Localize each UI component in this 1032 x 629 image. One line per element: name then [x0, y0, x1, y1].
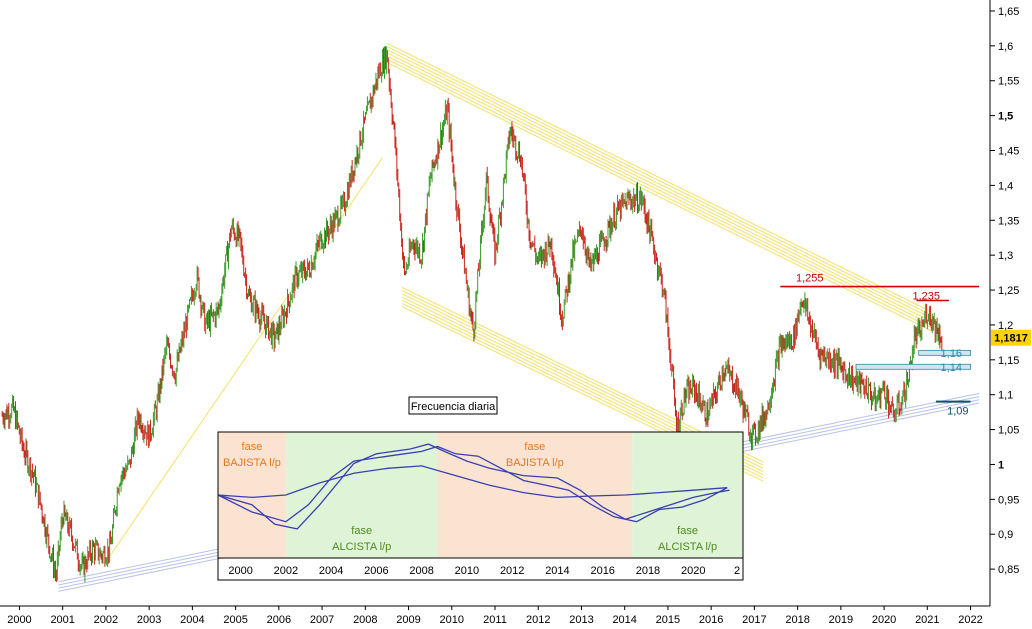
x-tick-label: 2003: [137, 614, 161, 626]
phase-label: fase: [351, 525, 372, 537]
inset-x-tick-label: 2000: [228, 565, 252, 577]
x-tick-label: 2001: [50, 614, 74, 626]
level-label: 1,14: [941, 362, 962, 374]
y-tick-label: 1,25: [998, 285, 1019, 297]
phase-label: fase: [677, 525, 698, 537]
inset-x-tick-label: 2002: [274, 565, 298, 577]
phase-band: [285, 432, 438, 558]
inset-x-tick-label: 2016: [590, 565, 614, 577]
inset-x-tick-label: 2012: [500, 565, 524, 577]
y-tick-label: 0,9: [998, 529, 1013, 541]
phase-band: [632, 432, 743, 558]
inset-phase-chart: fase BAJISTA l/p fase ALCISTA l/p fase BAJIST…: [217, 431, 744, 581]
level-band: [855, 363, 971, 370]
inset-series-line: [217, 445, 728, 523]
inset-x-tick-label: 2006: [364, 565, 388, 577]
trend-line-thin-yellow: [107, 157, 384, 559]
level-annotations: 1,255 1,235 1,16 1,14 1,09 1,1817: [780, 273, 1031, 418]
x-tick-label: 2018: [785, 614, 809, 626]
x-tick-label: 2010: [440, 614, 464, 626]
phase-band: [218, 432, 286, 558]
inset-x-tick-label: 2004: [319, 565, 343, 577]
x-tick-label: 2008: [353, 614, 377, 626]
y-tick-label: 1,55: [998, 76, 1019, 88]
y-tick-label: 1,35: [998, 215, 1019, 227]
y-tick-label: 1,1: [998, 390, 1013, 402]
y-tick-label: 1,05: [998, 425, 1019, 437]
y-tick-label: 1,4: [998, 180, 1013, 192]
x-tick-label: 2015: [656, 614, 680, 626]
phase-label: fase: [524, 441, 545, 453]
inset-x-tick-label: 2010: [455, 565, 479, 577]
trend-line-upper-channel: [386, 49, 932, 319]
level-band: [918, 349, 971, 356]
inset-x-tick-label: 2018: [636, 565, 660, 577]
trend-line-upper-channel: [386, 45, 932, 316]
y-tick-label: 1,6: [998, 41, 1013, 53]
level-label: 1,255: [796, 273, 824, 285]
phase-label: BAJISTA l/p: [223, 457, 281, 469]
x-tick-label: 2000: [7, 614, 31, 626]
inset-series-line: [217, 465, 728, 499]
x-tick-label: 2005: [223, 614, 247, 626]
last-price-tag: [991, 329, 1031, 346]
y-axis: 0,85 0,9 0,95 1 1,05 1,1 1,15 1,2 1,25 1,3 1,35 1,4…: [989, 0, 1019, 606]
phase-band: [437, 432, 633, 558]
level-label: 1,16: [941, 348, 962, 360]
x-tick-label: 2013: [569, 614, 593, 626]
frequency-label-text: Frecuencia diaria: [411, 401, 496, 413]
inset-series-line: [217, 443, 730, 530]
x-tick-label: 2009: [396, 614, 420, 626]
y-tick-label: 1,5: [998, 111, 1013, 123]
last-price-label: 1,1817: [994, 333, 1028, 345]
phase-label: BAJISTA l/p: [506, 457, 564, 469]
y-tick-label: 1,15: [998, 355, 1019, 367]
y-tick-label: 1,65: [998, 6, 1019, 18]
x-tick-label: 2007: [310, 614, 334, 626]
x-tick-label: 2014: [612, 614, 636, 626]
x-tick-label: 2016: [699, 614, 723, 626]
frequency-label: Frecuencia diaria: [408, 396, 498, 415]
trend-line-upper-channel: [386, 52, 932, 322]
frequency-label-box: [408, 396, 498, 415]
trend-line-upper-channel: [386, 58, 932, 329]
phase-label: ALCISTA l/p: [658, 541, 717, 553]
phase-label: ALCISTA l/p: [332, 541, 391, 553]
x-tick-label: 2022: [958, 614, 982, 626]
x-tick-label: 2017: [742, 614, 766, 626]
x-tick-label: 2019: [829, 614, 853, 626]
level-label: 1,09: [947, 406, 968, 418]
level-label: 1,235: [913, 291, 941, 303]
inset-frame: [217, 431, 744, 581]
x-tick-label: 2004: [180, 614, 204, 626]
x-tick-label: 2011: [483, 614, 507, 626]
phase-label: fase: [242, 441, 263, 453]
x-tick-label: 2020: [872, 614, 896, 626]
x-tick-label: 2006: [267, 614, 291, 626]
inset-x-tick-label: 2014: [545, 565, 569, 577]
y-tick-label: 1,2: [998, 320, 1013, 332]
x-tick-label: 2012: [526, 614, 550, 626]
y-tick-label: 1,45: [998, 146, 1019, 158]
inset-x-tick-label: 2008: [409, 565, 433, 577]
y-tick-label: 1: [998, 459, 1004, 471]
y-tick-label: 0,85: [998, 564, 1019, 576]
inset-x-tick-label: 2: [734, 565, 740, 577]
x-axis: 2000 2001 2002 2003 2004 2005 2006 2007 2008 2009…: [0, 605, 990, 626]
price-series: [1, 46, 943, 583]
x-tick-label: 2002: [94, 614, 118, 626]
y-tick-label: 1,3: [998, 250, 1013, 262]
trend-line-upper-channel: [386, 42, 932, 313]
inset-x-tick-label: 2020: [681, 565, 705, 577]
y-tick-label: 0,95: [998, 494, 1019, 506]
trend-line-upper-channel: [386, 55, 932, 326]
x-tick-label: 2021: [915, 614, 939, 626]
